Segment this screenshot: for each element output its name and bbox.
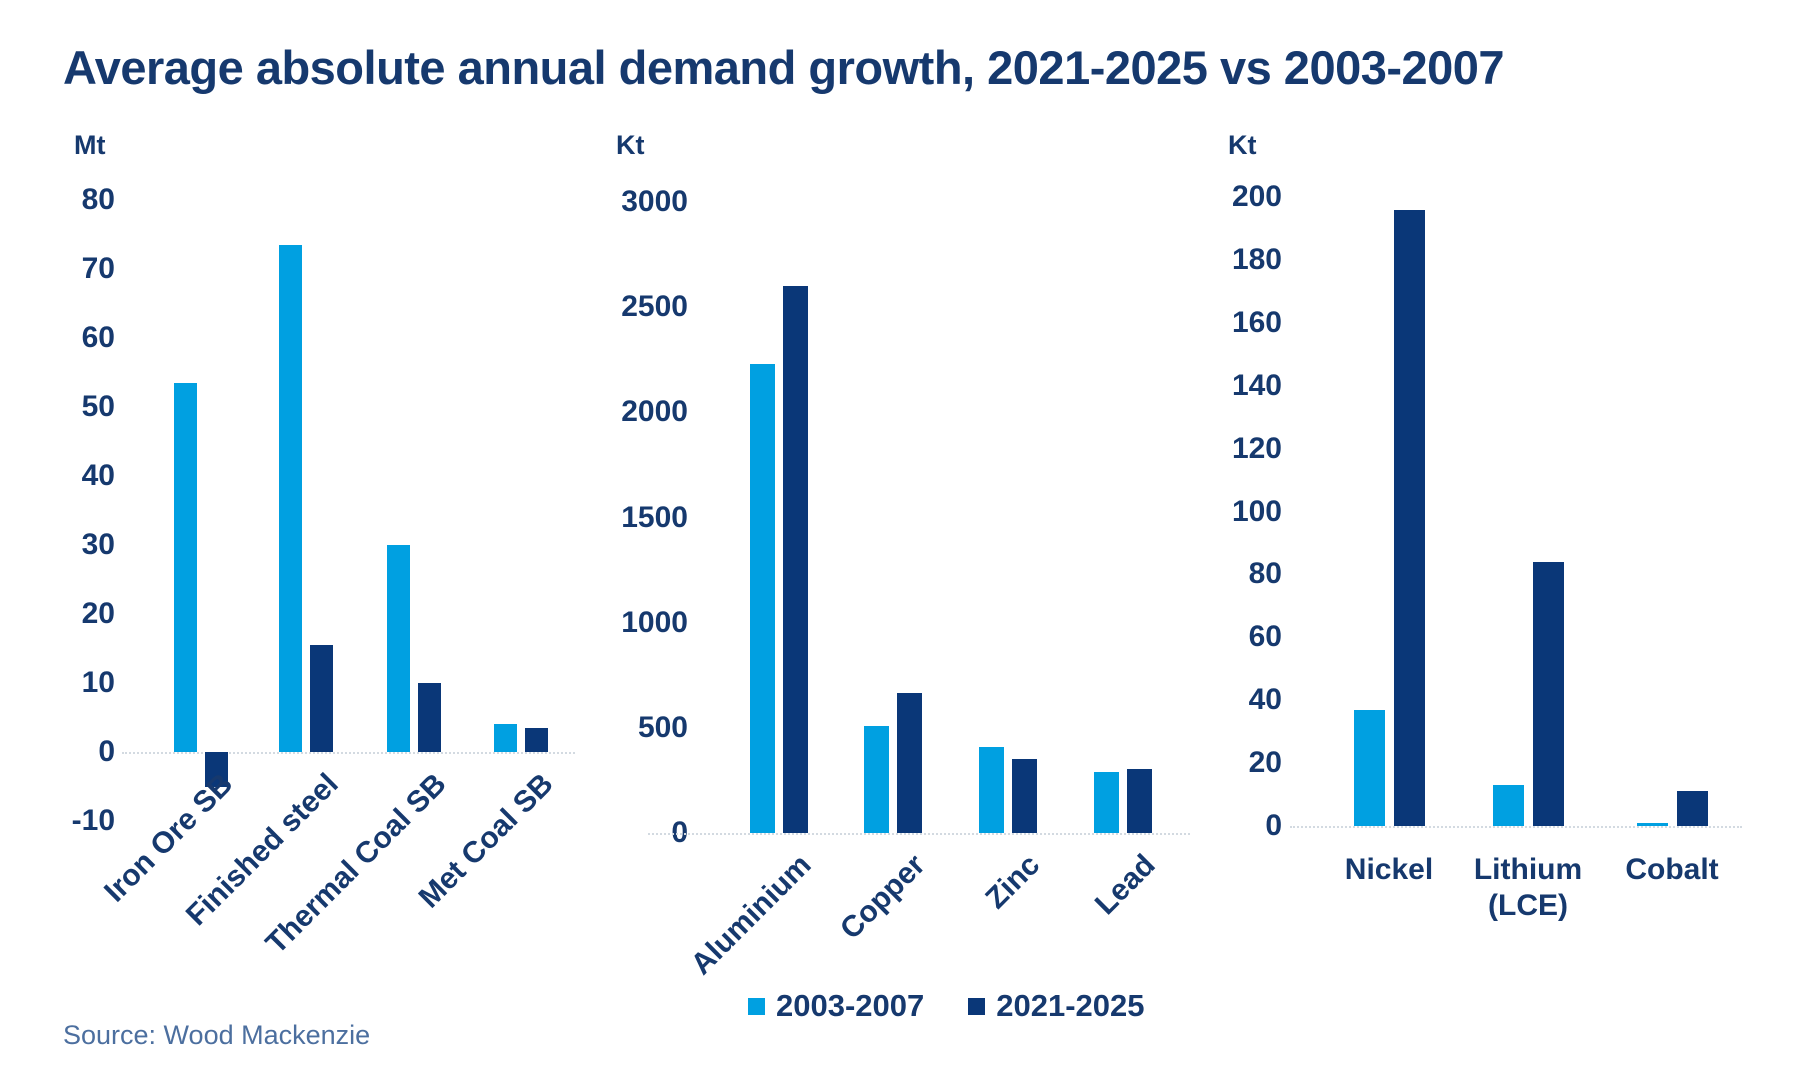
bar-2003-2007 (1636, 822, 1668, 826)
bar-2021-2025 (310, 645, 333, 752)
bar-2021-2025 (1012, 759, 1037, 833)
y-tick-label: 0 (98, 735, 115, 768)
y-tick-label: 20 (1248, 746, 1282, 780)
bar-2003-2007 (1492, 785, 1524, 826)
y-tick-label: 0 (1265, 809, 1282, 842)
bar-2021-2025 (1393, 209, 1425, 826)
y-tick-label: 0 (671, 816, 688, 849)
chart-panel-battery-metals: Kt 200 180 160 140 120 100 80 60 40 20 0 Nickel Lithi… (1150, 130, 1800, 970)
y-tick-label: 50 (81, 390, 115, 423)
y-tick-label: 140 (1231, 368, 1282, 402)
x-category-label: Cobalt (1625, 853, 1719, 886)
x-axis-baseline (122, 752, 575, 754)
bar-2003-2007 (494, 724, 517, 752)
legend-item-2021-2025: 2021-2025 (968, 988, 1145, 1024)
legend-item-2003-2007: 2003-2007 (748, 988, 924, 1024)
bar-2003-2007 (279, 244, 302, 752)
y-tick-label: 1500 (621, 500, 688, 534)
y-tick-label: 1000 (621, 605, 688, 639)
bar-2021-2025 (418, 683, 441, 752)
bar-2021-2025 (1532, 561, 1564, 826)
y-tick-label: 40 (81, 459, 115, 492)
x-category-label: Lithium (LCE) (1473, 853, 1583, 922)
bar-2021-2025 (205, 752, 228, 787)
bar-2003-2007 (864, 725, 889, 833)
y-tick-label: 500 (637, 710, 688, 744)
bar-2003-2007 (387, 545, 410, 752)
bar-2021-2025 (1127, 768, 1152, 833)
x-axis-baseline (1290, 826, 1742, 828)
bar-2021-2025 (1676, 791, 1708, 826)
y-tick-label: 120 (1231, 431, 1282, 465)
y-tick-label: 60 (1248, 620, 1282, 654)
chart-panel-steel-bulks: Mt 80 70 60 50 40 30 20 10 0 -10 Iron Ore SB Finishe… (60, 130, 600, 960)
bar-2021-2025 (783, 286, 808, 833)
legend-label: 2021-2025 (996, 988, 1145, 1023)
bar-2021-2025 (525, 727, 548, 752)
y-tick-label: 2000 (621, 395, 688, 429)
bar-2003-2007 (1353, 709, 1385, 826)
legend-label: 2003-2007 (776, 988, 925, 1023)
chart-panel-base-metals: Kt 3000 2500 2000 1500 1000 500 0 Aluminium Coppe… (600, 130, 1200, 981)
x-category-label: Thermal Coal SB (259, 767, 453, 961)
legend-swatch-2021-2025-icon (968, 997, 986, 1015)
y-axis-unit-label: Kt (616, 130, 645, 160)
bar-2003-2007 (174, 382, 197, 752)
y-tick-label: -10 (71, 804, 115, 837)
x-category-label: Nickel (1344, 853, 1434, 886)
chart-title: Average absolute annual demand growth, 2… (63, 41, 1505, 94)
y-tick-label: 70 (81, 252, 115, 285)
legend-swatch-2003-2007-icon (748, 997, 765, 1015)
y-axis-unit-label: Kt (1228, 130, 1257, 160)
y-tick-label: 10 (81, 666, 115, 699)
y-tick-label: 180 (1231, 242, 1282, 276)
y-tick-label: 30 (81, 528, 115, 561)
legend: 2003-2007 2021-2025 (748, 988, 1145, 1024)
y-tick-label: 80 (81, 183, 115, 216)
y-tick-label: 80 (1248, 557, 1282, 591)
y-tick-label: 20 (81, 597, 115, 630)
x-axis-baseline (648, 833, 1190, 835)
y-tick-label: 200 (1231, 180, 1282, 213)
x-category-label: Copper (834, 848, 932, 946)
y-tick-label: 100 (1231, 494, 1282, 528)
bar-2003-2007 (979, 746, 1004, 833)
source-attribution: Source: Wood Mackenzie (63, 1020, 371, 1050)
y-axis-unit-label: Mt (74, 130, 106, 160)
y-tick-label: 40 (1248, 683, 1282, 717)
y-tick-label: 2500 (621, 290, 688, 324)
y-tick-label: 160 (1231, 305, 1282, 339)
bar-2003-2007 (750, 364, 775, 833)
bar-2003-2007 (1094, 772, 1119, 833)
x-category-label: Zinc (979, 848, 1047, 916)
y-tick-label: 60 (81, 321, 115, 354)
x-category-label: Aluminium (684, 848, 818, 982)
y-tick-label: 3000 (621, 185, 688, 219)
bar-2021-2025 (897, 693, 922, 833)
